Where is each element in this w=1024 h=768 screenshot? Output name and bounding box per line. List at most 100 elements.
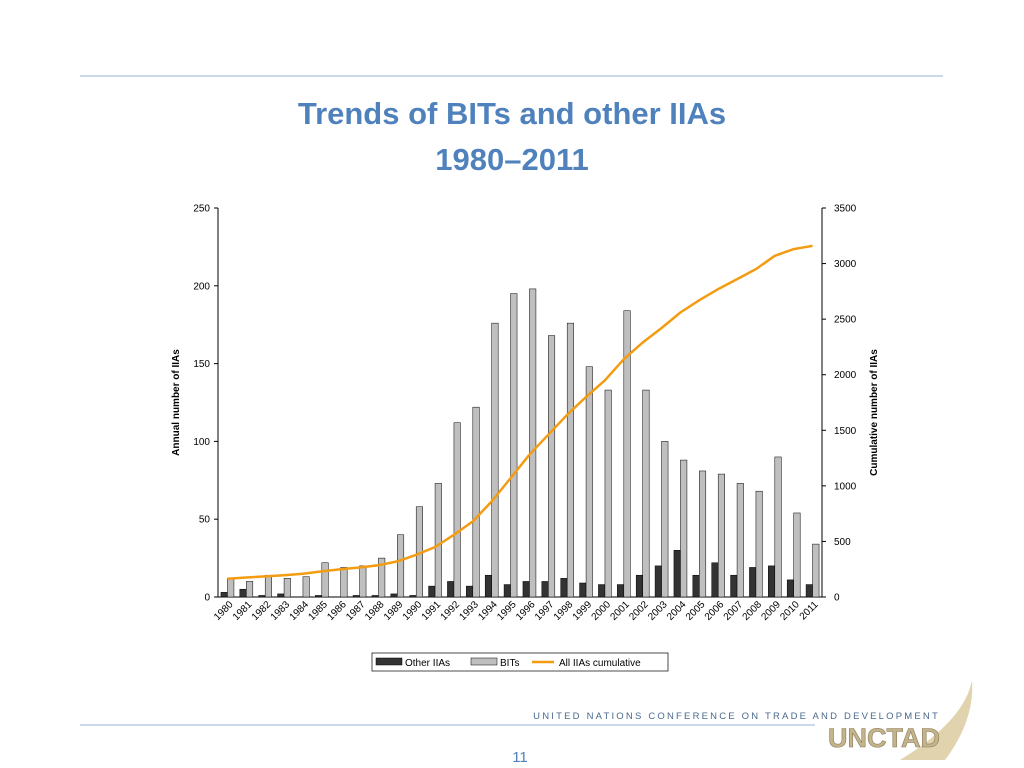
legend-label: All IIAs cumulative <box>559 658 641 669</box>
x-tick-label: 1981 <box>231 599 255 623</box>
logo-swoosh <box>900 680 973 760</box>
bar <box>409 595 417 598</box>
bar <box>642 389 650 598</box>
x-tick-label: 2007 <box>722 599 746 623</box>
bar <box>371 595 379 598</box>
bar <box>340 567 348 598</box>
y2-tick-label: 2500 <box>834 315 857 326</box>
y2-tick-label: 1000 <box>834 481 857 492</box>
x-tick-label: 2011 <box>798 599 821 622</box>
bar <box>466 585 474 598</box>
bar <box>390 593 398 598</box>
bar <box>397 534 405 598</box>
y-tick-label: 200 <box>193 281 210 292</box>
legend-swatch <box>470 657 498 666</box>
x-tick-label: 2004 <box>665 599 689 623</box>
bar <box>692 574 700 598</box>
x-tick-label: 2001 <box>608 599 632 623</box>
bar <box>661 441 669 598</box>
bar <box>246 581 254 598</box>
bar <box>579 582 587 598</box>
bar <box>812 543 820 598</box>
x-tick-label: 1995 <box>495 599 519 623</box>
bar <box>598 584 606 598</box>
bar <box>749 567 757 598</box>
x-tick-label: 1997 <box>533 599 557 623</box>
bar <box>484 574 492 598</box>
bar <box>352 595 360 598</box>
x-tick-label: 1984 <box>288 599 312 623</box>
bar <box>378 557 386 598</box>
x-tick-label: 1992 <box>439 599 463 623</box>
y-tick-label: 0 <box>204 593 210 604</box>
x-tick-label: 1993 <box>457 599 481 623</box>
bar <box>699 470 707 598</box>
x-tick-label: 1986 <box>325 599 349 623</box>
x-tick-label: 1991 <box>420 599 444 623</box>
bar <box>793 512 801 598</box>
page-number: 11 <box>512 749 528 766</box>
x-tick-label: 2006 <box>703 599 727 623</box>
bar <box>805 584 813 598</box>
bar <box>786 579 794 598</box>
y-axis-label: Annual number of IIAs <box>171 349 182 456</box>
bar <box>522 581 530 598</box>
y2-tick-label: 3500 <box>834 204 857 215</box>
y2-tick-label: 2000 <box>834 370 857 381</box>
y2-axis-label: Cumulative number of IIAs <box>869 349 880 476</box>
y-tick-label: 150 <box>193 359 210 370</box>
y2-tick-label: 500 <box>834 537 851 548</box>
bar <box>510 293 518 598</box>
bar <box>447 581 455 598</box>
bar <box>315 595 323 598</box>
subtitle: 1980–2011 <box>435 142 588 177</box>
y-tick-label: 50 <box>199 515 211 526</box>
bar <box>302 576 310 598</box>
bar <box>453 422 461 598</box>
y-tick-label: 100 <box>193 437 210 448</box>
y2-tick-label: 3000 <box>834 259 857 270</box>
x-tick-label: 2002 <box>627 599 651 623</box>
y2-tick-label: 0 <box>834 593 840 604</box>
bar <box>730 574 738 598</box>
x-tick-label: 1987 <box>344 599 368 623</box>
bar <box>585 366 593 598</box>
bar <box>548 335 556 598</box>
x-tick-label: 1998 <box>552 599 576 623</box>
title: Trends of BITs and other IIAs <box>298 96 726 131</box>
bar <box>258 595 266 598</box>
bar <box>755 490 763 598</box>
logo: UNCTAD <box>828 723 940 753</box>
chart: 0501001502002500500100015002000250030003… <box>171 204 880 672</box>
x-tick-label: 1982 <box>250 599 274 623</box>
x-tick-label: 2009 <box>759 599 783 623</box>
bar <box>768 565 776 598</box>
x-tick-label: 2008 <box>741 599 765 623</box>
bar <box>529 288 537 598</box>
bar <box>264 574 272 598</box>
bar <box>434 483 442 598</box>
bar <box>774 456 782 598</box>
x-tick-label: 1980 <box>212 599 236 623</box>
bar <box>617 584 625 598</box>
bar <box>239 588 247 598</box>
x-tick-label: 1988 <box>363 599 387 623</box>
bar <box>503 584 511 598</box>
bar <box>604 389 612 598</box>
bar <box>680 459 688 598</box>
x-tick-label: 1983 <box>269 599 293 623</box>
x-tick-label: 2010 <box>778 599 802 623</box>
x-tick-label: 1999 <box>571 599 595 623</box>
bar <box>560 578 568 598</box>
x-tick-label: 2003 <box>646 599 670 623</box>
x-tick-label: 2005 <box>684 599 708 623</box>
bar <box>321 562 329 598</box>
legend-label: BITs <box>500 658 519 669</box>
bar <box>541 581 549 598</box>
bar <box>359 565 367 598</box>
x-tick-label: 1990 <box>401 599 425 623</box>
bar <box>711 562 719 598</box>
legend-swatch <box>375 657 403 666</box>
bar <box>635 574 643 598</box>
y-tick-label: 250 <box>193 204 210 215</box>
